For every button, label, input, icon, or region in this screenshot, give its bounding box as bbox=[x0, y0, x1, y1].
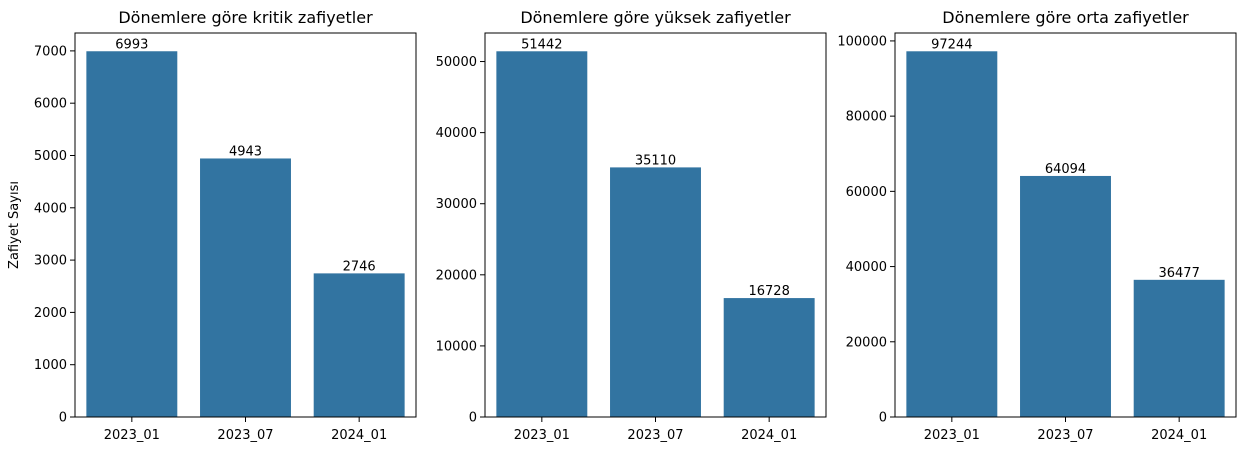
bar-2023_07 bbox=[610, 167, 701, 417]
y-tick-label: 50000 bbox=[436, 55, 477, 70]
bar-2024_01 bbox=[313, 273, 405, 417]
chart-title: Dönemlere göre orta zafiyetler bbox=[942, 8, 1189, 27]
x-tick-label-2023_07: 2023_07 bbox=[217, 428, 273, 443]
x-tick-label-2023_07: 2023_07 bbox=[1037, 428, 1093, 443]
data-label-2023_01: 97244 bbox=[931, 37, 972, 52]
y-tick-label: 20000 bbox=[846, 335, 887, 350]
data-label-2024_01: 2746 bbox=[343, 259, 376, 274]
chart-title: Dönemlere göre kritik zafiyetler bbox=[118, 8, 373, 27]
y-tick-label: 3000 bbox=[34, 254, 67, 269]
y-tick-label: 10000 bbox=[436, 339, 477, 354]
x-tick-label-2023_01: 2023_01 bbox=[104, 428, 160, 443]
y-tick-label: 7000 bbox=[34, 44, 67, 59]
y-tick-label: 60000 bbox=[846, 185, 887, 200]
bar-2023_07 bbox=[1020, 175, 1111, 417]
y-tick-label: 0 bbox=[469, 411, 477, 426]
y-axis-label: Zafiyet Sayısı bbox=[7, 181, 22, 269]
y-tick-label: 40000 bbox=[846, 260, 887, 275]
data-label-2023_01: 51442 bbox=[521, 37, 562, 52]
y-tick-label: 0 bbox=[59, 411, 67, 426]
x-tick-label-2024_01: 2024_01 bbox=[741, 428, 797, 443]
bar-2023_07 bbox=[200, 158, 291, 417]
chart-panel-2: Dönemlere göre yüksek zafiyetler 51442 351… bbox=[436, 8, 827, 443]
y-tick-label: 20000 bbox=[436, 268, 477, 283]
bar-2023_01 bbox=[496, 51, 588, 418]
y-tick-label: 30000 bbox=[436, 197, 477, 212]
bar-2024_01 bbox=[723, 298, 815, 417]
y-tick-label: 0 bbox=[879, 411, 887, 426]
bar-2023_01 bbox=[906, 51, 998, 417]
axes-frame bbox=[484, 32, 827, 418]
x-tick-label-2023_01: 2023_01 bbox=[924, 428, 980, 443]
y-tick-label: 1000 bbox=[34, 358, 67, 373]
x-tick-label-2024_01: 2024_01 bbox=[1151, 428, 1207, 443]
x-tick-label-2023_07: 2023_07 bbox=[627, 428, 683, 443]
y-tick-label: 5000 bbox=[34, 149, 67, 164]
y-tick-label: 2000 bbox=[34, 306, 67, 321]
data-label-2024_01: 36477 bbox=[1158, 266, 1199, 281]
data-label-2023_01: 6993 bbox=[115, 37, 148, 52]
y-tick-label: 100000 bbox=[837, 34, 887, 49]
chart-panel-3: Dönemlere göre orta zafiyetler 97244 64094… bbox=[837, 8, 1237, 443]
axes-frame bbox=[894, 32, 1237, 418]
x-tick-label-2023_01: 2023_01 bbox=[514, 428, 570, 443]
data-label-2023_07: 35110 bbox=[635, 153, 676, 168]
x-tick-label-2024_01: 2024_01 bbox=[331, 428, 387, 443]
y-tick-label: 80000 bbox=[846, 110, 887, 125]
y-tick-label: 4000 bbox=[34, 201, 67, 216]
chart-title: Dönemlere göre yüksek zafiyetler bbox=[520, 8, 791, 27]
y-tick-label: 6000 bbox=[34, 97, 67, 112]
data-label-2023_07: 4943 bbox=[229, 144, 262, 159]
data-label-2024_01: 16728 bbox=[748, 284, 789, 299]
chart-panel-1: Dönemlere göre kritik zafiyetler Zafiyet … bbox=[7, 8, 417, 443]
data-label-2023_07: 64094 bbox=[1045, 162, 1086, 177]
bar-2023_01 bbox=[86, 51, 178, 418]
axes-frame bbox=[74, 32, 417, 418]
bar-2024_01 bbox=[1133, 279, 1225, 417]
y-tick-label: 40000 bbox=[436, 126, 477, 141]
